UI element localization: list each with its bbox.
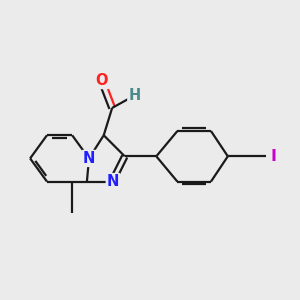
Text: H: H [128, 88, 141, 103]
Text: I: I [270, 149, 276, 164]
Text: N: N [83, 151, 95, 166]
Text: N: N [107, 174, 119, 189]
Text: O: O [95, 73, 108, 88]
